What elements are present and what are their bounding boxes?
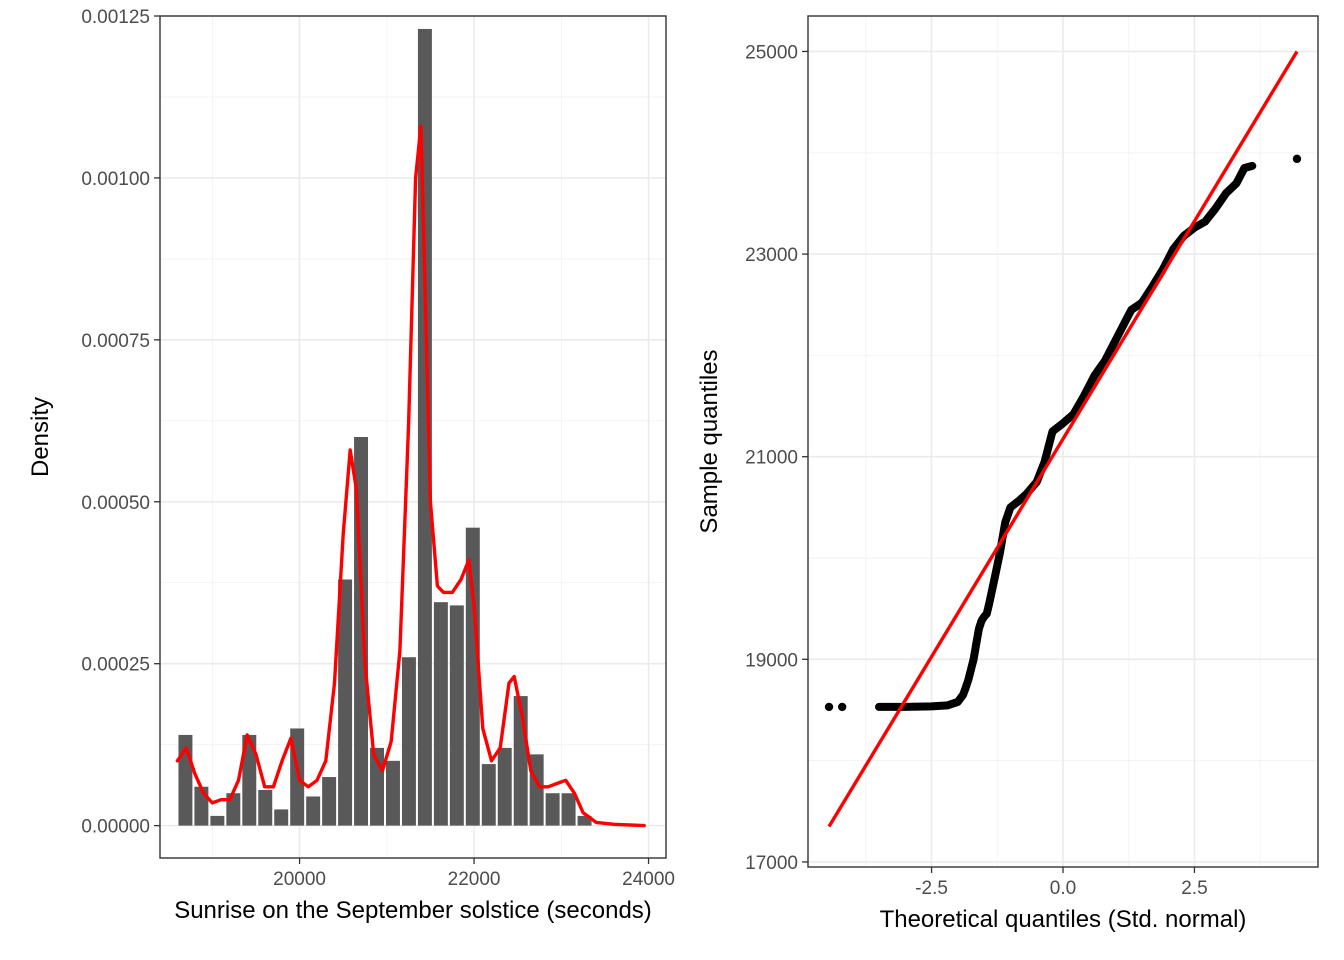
y-tick-label: 0.00125 [81, 7, 150, 28]
y-axis-title: Density [27, 397, 54, 477]
histogram-bar [210, 815, 225, 826]
x-tick-label: 0.0 [1050, 878, 1076, 899]
histogram-bar [481, 764, 496, 826]
y-tick-label: 0.00000 [81, 817, 150, 838]
histogram-bar [338, 579, 353, 826]
histogram-bar [258, 789, 273, 826]
sample-point [837, 702, 847, 712]
sample-point [824, 702, 834, 712]
histogram-bar [449, 605, 464, 826]
histogram-bar [401, 657, 416, 826]
panel-border [159, 15, 667, 859]
x-tick-label: -2.5 [915, 878, 948, 899]
x-axis-title: Theoretical quantiles (Std. normal) [880, 906, 1247, 933]
histogram-bar [385, 760, 400, 826]
y-tick-label: 21000 [745, 448, 798, 469]
qq-plot-panel: -2.5 0.0 2.5 17000 19000 21000 23000 25000 Theor… [696, 15, 1319, 933]
y-tick-label: 0.00025 [81, 655, 150, 676]
y-tick-label: 23000 [745, 245, 798, 266]
histogram-bar [274, 809, 289, 826]
y-tick-label: 17000 [745, 853, 798, 874]
histogram-bar [497, 747, 512, 826]
histogram-bar [577, 815, 592, 826]
x-tick-label: 22000 [448, 869, 501, 890]
histogram-bar [561, 793, 576, 826]
histogram-bar [242, 734, 257, 826]
y-tick-label: 0.00100 [81, 169, 150, 190]
y-tick-label: 19000 [745, 650, 798, 671]
histogram-bar [306, 796, 321, 826]
histogram-bar [465, 527, 480, 826]
x-tick-label: 24000 [622, 869, 675, 890]
y-axis-title: Sample quantiles [696, 349, 723, 533]
histogram-bar [194, 786, 209, 826]
histogram-bar [433, 602, 448, 826]
x-tick-label: 2.5 [1181, 878, 1207, 899]
y-tick-label: 25000 [745, 42, 798, 63]
x-axis-title: Sunrise on the September solstice (secon… [174, 897, 652, 924]
density-curve [175, 124, 646, 828]
histogram-panel: 20000 22000 24000 0.00000 0.00025 0.00050 0.00… [27, 7, 675, 924]
histogram-bar [545, 793, 560, 826]
histogram-bar [529, 754, 544, 826]
histogram-bar [322, 777, 337, 826]
reference-line [827, 50, 1299, 828]
y-tick-label: 0.00075 [81, 331, 150, 352]
y-tick-label: 0.00050 [81, 493, 150, 514]
sample-point [1292, 154, 1302, 164]
histogram-bar [417, 28, 432, 826]
x-tick-label: 20000 [273, 869, 326, 890]
